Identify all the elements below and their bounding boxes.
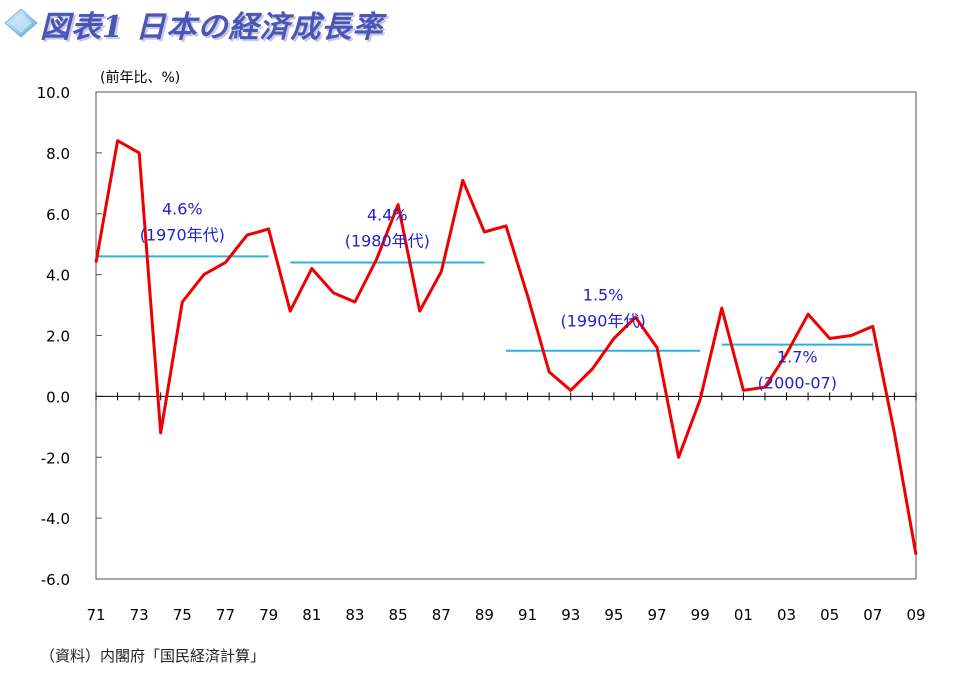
average-period-label: (1970年代) [140, 225, 225, 244]
average-period-label: (1990年代) [560, 312, 645, 331]
decade-average-labels: 4.6% (1970年代) 4.4% (1980年代) 1.5% (1990年代) 1.7%… [140, 199, 837, 392]
x-tick-label: 75 [173, 606, 192, 624]
y-tick-label: 4.0 [46, 267, 70, 285]
x-axis: 71 73 75 77 79 81 83 85 87 89 91 93 95 97 99 01 03 05 07 09 [86, 392, 926, 624]
x-tick-label: 71 [86, 606, 105, 624]
y-tick-label: 2.0 [46, 328, 70, 346]
chart-title: 図表1 日本の経済成長率 [40, 10, 384, 45]
x-tick-label: 03 [777, 606, 796, 624]
y-axis-unit-label: (前年比、%) [100, 69, 180, 86]
y-tick-label: 0.0 [46, 388, 70, 406]
y-tick-label: -6.0 [41, 571, 70, 589]
y-tick-label: 8.0 [46, 145, 70, 163]
average-value-label: 1.5% [583, 286, 624, 305]
y-tick-label: -2.0 [41, 449, 70, 467]
x-tick-label: 83 [345, 606, 364, 624]
x-tick-label: 01 [734, 606, 753, 624]
x-tick-label: 81 [302, 606, 321, 624]
average-value-label: 4.4% [367, 205, 408, 224]
y-axis: 10.0 8.0 6.0 4.0 2.0 0.0 -2.0 -4.0 -6.0 [37, 84, 102, 589]
decade-average-lines [96, 255, 873, 352]
diamond-icon [4, 8, 38, 38]
x-tick-label: 99 [691, 606, 710, 624]
average-period-label: (1980年代) [345, 231, 430, 250]
growth-rate-line [94, 139, 918, 555]
source-note: （資料）内閣府「国民経済計算」 [40, 647, 266, 665]
average-value-label: 4.6% [162, 199, 203, 218]
x-tick-label: 95 [604, 606, 623, 624]
x-tick-label: 97 [648, 606, 667, 624]
x-tick-label: 77 [216, 606, 235, 624]
average-value-label: 1.7% [777, 348, 818, 367]
y-tick-label: 6.0 [46, 206, 70, 224]
y-tick-label: -4.0 [41, 510, 70, 528]
plot-area [95, 91, 917, 580]
x-tick-label: 89 [475, 606, 494, 624]
x-tick-label: 07 [863, 606, 882, 624]
x-tick-label: 91 [518, 606, 537, 624]
x-tick-label: 87 [432, 606, 451, 624]
y-tick-label: 10.0 [37, 84, 70, 102]
x-tick-label: 79 [259, 606, 278, 624]
x-tick-label: 09 [906, 606, 925, 624]
chart-title-bar: 図表1 日本の経済成長率 [0, 0, 420, 46]
average-period-label: (2000-07) [758, 374, 837, 393]
x-tick-label: 73 [130, 606, 149, 624]
x-tick-label: 85 [389, 606, 408, 624]
x-tick-label: 93 [561, 606, 580, 624]
x-tick-label: 05 [820, 606, 839, 624]
growth-rate-chart: (前年比、%) 10.08.06.04.02.00.0-2.0-4.0-6.0 … [37, 69, 926, 624]
